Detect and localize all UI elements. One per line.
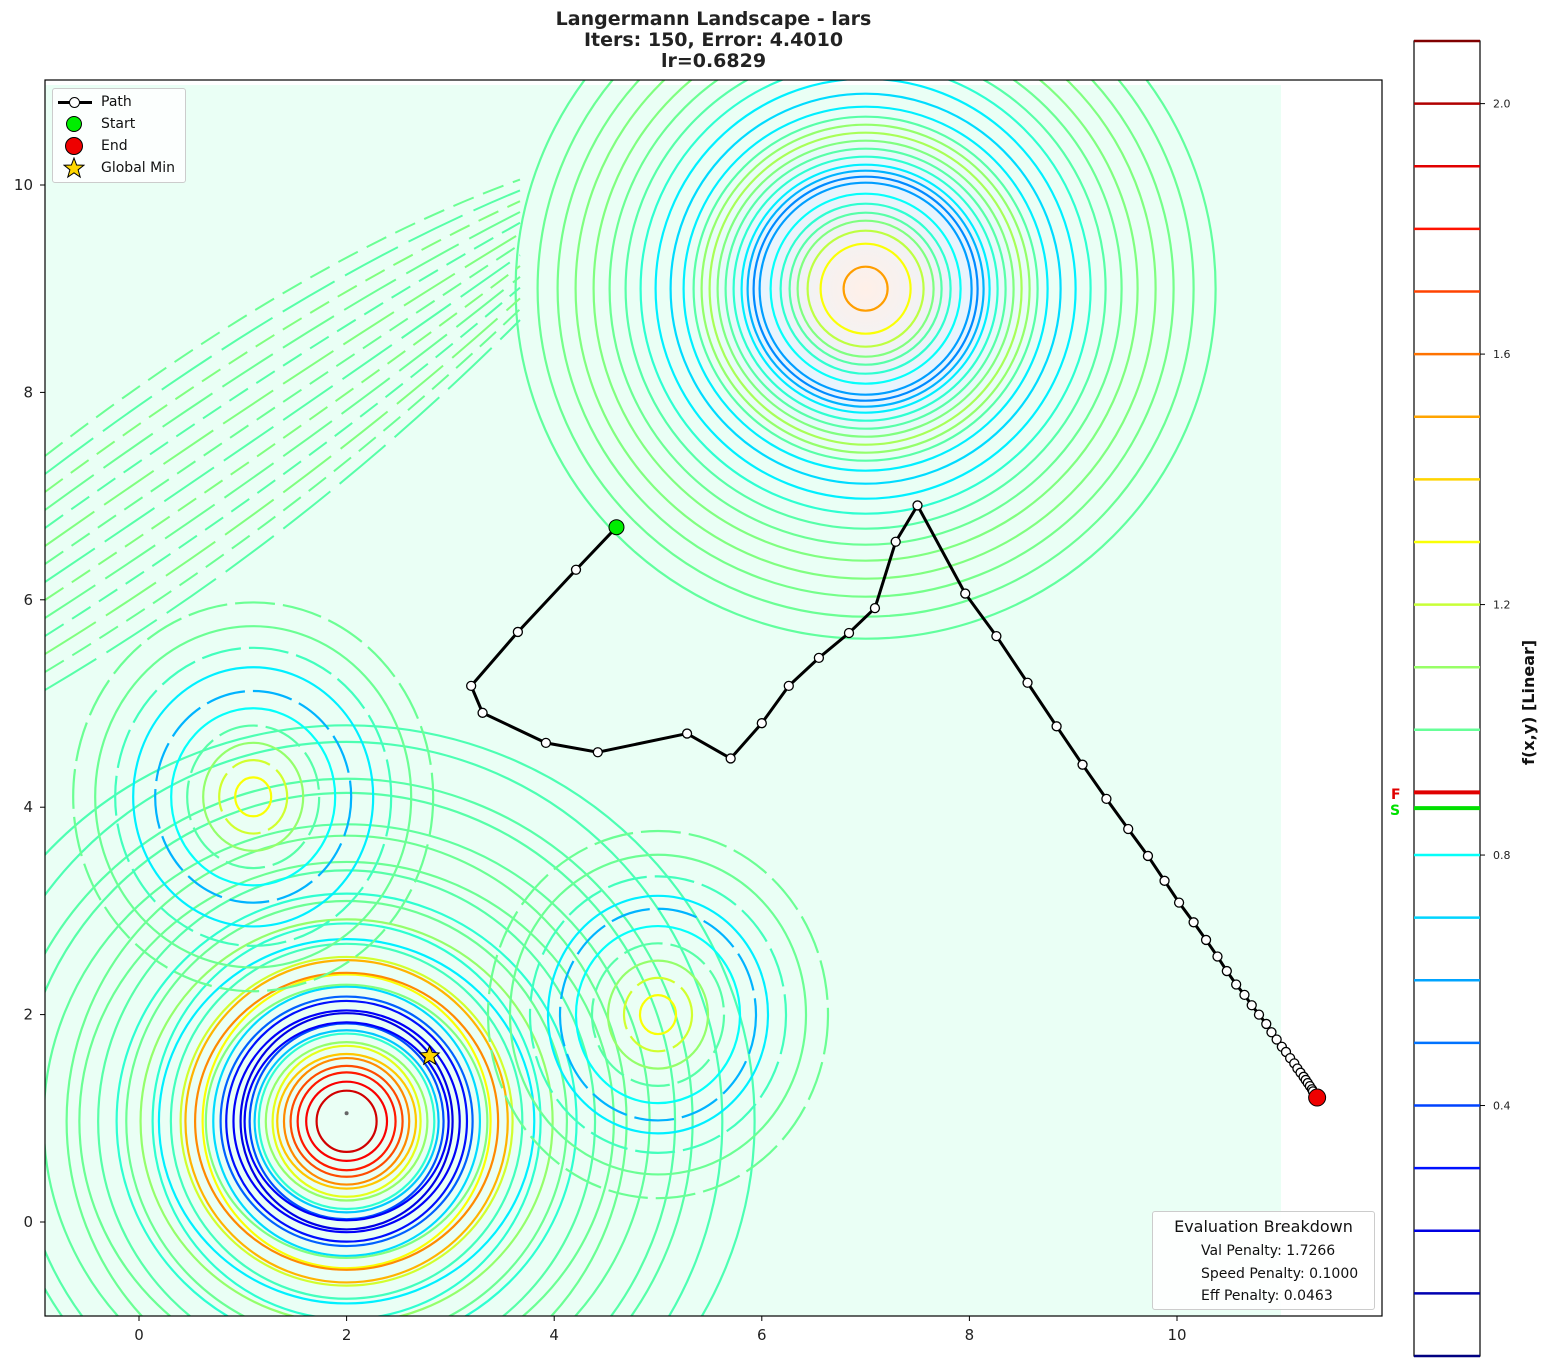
y-tick-label: 10 bbox=[14, 176, 33, 194]
path-point bbox=[1022, 677, 1033, 688]
path-point bbox=[843, 627, 855, 639]
x-tick-label: 8 bbox=[965, 1326, 975, 1344]
start-marker bbox=[608, 519, 625, 536]
x-tick-label: 4 bbox=[549, 1326, 559, 1344]
colorbar-label: f(x,y) [Linear] bbox=[1519, 639, 1538, 765]
path-point bbox=[477, 707, 488, 718]
legend-item-start: Start bbox=[53, 113, 135, 135]
start-value-marker: S bbox=[1390, 803, 1401, 819]
path-point bbox=[1231, 979, 1242, 990]
colorbar-tick-label: 2.0 bbox=[1493, 98, 1511, 111]
x-tick-label: 10 bbox=[1167, 1326, 1186, 1344]
path-point bbox=[1221, 965, 1232, 977]
path-point bbox=[681, 728, 693, 739]
path-point bbox=[540, 737, 552, 749]
path-point bbox=[960, 588, 971, 599]
path-point bbox=[466, 680, 477, 692]
eff-penalty: Eff Penalty: 0.0463 bbox=[1201, 1288, 1333, 1304]
path-point bbox=[1188, 917, 1199, 928]
path-point bbox=[725, 753, 736, 764]
x-axis: 0 2 4 6 8 10 bbox=[134, 1316, 1187, 1344]
gold-star-icon bbox=[53, 157, 97, 179]
y-tick-label: 0 bbox=[23, 1213, 33, 1231]
path-point bbox=[1142, 850, 1154, 862]
path-point bbox=[1266, 1027, 1277, 1038]
legend-item-path: Path bbox=[53, 91, 132, 113]
path-point bbox=[912, 500, 923, 511]
path-point bbox=[1173, 897, 1185, 908]
path-point bbox=[1261, 1018, 1272, 1030]
y-axis: 0 2 4 6 8 10 bbox=[14, 176, 45, 1231]
plot-area bbox=[45, 80, 1327, 1316]
chart-title: Langermann Landscape - lars Iters: 150, … bbox=[45, 9, 1382, 72]
path-point bbox=[756, 718, 767, 729]
legend: Path Start End Global Min bbox=[52, 88, 186, 183]
path-point bbox=[890, 536, 901, 547]
y-tick-label: 6 bbox=[23, 591, 33, 609]
path-point bbox=[1077, 759, 1088, 770]
evaluation-breakdown-box: Evaluation Breakdown Val Penalty: 1.7266… bbox=[1152, 1211, 1375, 1310]
path-point bbox=[1051, 721, 1062, 732]
title-line-2: Iters: 150, Error: 4.4010 bbox=[583, 29, 844, 51]
y-tick-label: 8 bbox=[23, 383, 33, 401]
colorbar-tick-label: 0.8 bbox=[1493, 849, 1511, 862]
path-point bbox=[1246, 1000, 1257, 1011]
path-point bbox=[869, 602, 881, 614]
path-point bbox=[512, 626, 524, 638]
path-point bbox=[1159, 875, 1170, 886]
legend-item-global-min: Global Min bbox=[53, 157, 175, 179]
path-point bbox=[1271, 1034, 1282, 1045]
path-point bbox=[991, 630, 1002, 642]
contour-fill-region bbox=[45, 85, 1281, 1316]
val-penalty: Val Penalty: 1.7266 bbox=[1201, 1243, 1336, 1259]
path-point bbox=[1123, 823, 1134, 835]
colorbar-tick-label: 0.4 bbox=[1493, 1100, 1511, 1113]
title-line-3: lr=0.6829 bbox=[660, 50, 767, 72]
path-point bbox=[1239, 989, 1250, 1001]
path-point bbox=[570, 564, 582, 575]
optimizer-path bbox=[418, 500, 1327, 1107]
path-point bbox=[783, 680, 794, 692]
path-line-marker-icon bbox=[53, 91, 97, 113]
plot-frame bbox=[44, 79, 1383, 1317]
colorbar-tick-label: 1.2 bbox=[1493, 599, 1511, 612]
contour-lines bbox=[45, 80, 1217, 1316]
path-point bbox=[1200, 934, 1212, 946]
speed-penalty: Speed Penalty: 0.1000 bbox=[1201, 1266, 1359, 1282]
y-tick-label: 2 bbox=[23, 1006, 33, 1024]
green-circle-icon bbox=[53, 113, 97, 135]
title-line-1: Langermann Landscape - lars bbox=[555, 8, 872, 30]
x-tick-label: 0 bbox=[134, 1326, 144, 1344]
path-point bbox=[1212, 951, 1223, 962]
colorbar: 0.4 0.8 1.2 1.6 2.0 bbox=[1413, 39, 1511, 1358]
global-min-star bbox=[418, 1044, 441, 1066]
path-point bbox=[813, 652, 825, 664]
legend-item-end: End bbox=[53, 135, 128, 157]
path-point bbox=[592, 747, 603, 758]
y-tick-label: 4 bbox=[23, 798, 33, 816]
x-tick-label: 6 bbox=[757, 1326, 767, 1344]
path-point bbox=[1253, 1009, 1265, 1020]
red-circle-icon bbox=[53, 135, 97, 157]
colorbar-tick-label: 1.6 bbox=[1493, 348, 1511, 361]
x-tick-label: 2 bbox=[342, 1326, 352, 1344]
final-value-marker: F bbox=[1391, 787, 1401, 803]
path-point bbox=[1101, 793, 1112, 805]
end-marker bbox=[1308, 1088, 1327, 1107]
breakdown-title: Evaluation Breakdown bbox=[1174, 1217, 1353, 1236]
